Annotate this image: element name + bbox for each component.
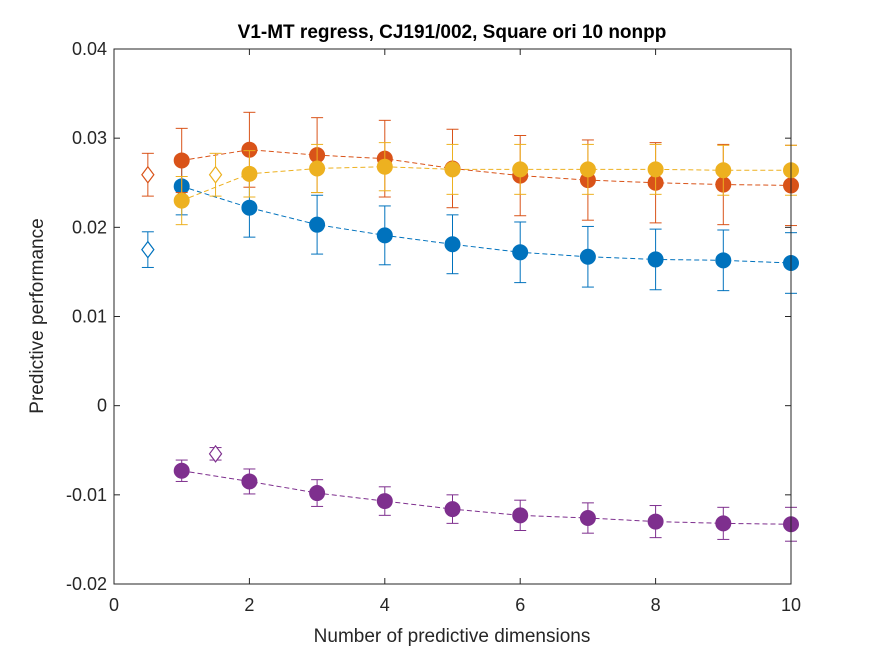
data-point-marker — [376, 227, 393, 244]
data-point-marker — [376, 493, 393, 510]
data-point-marker — [512, 507, 529, 524]
series-1 — [141, 157, 799, 294]
y-tick-label: 0.04 — [72, 39, 107, 59]
series-line — [181, 470, 792, 525]
full-model-diamond-marker — [141, 240, 155, 259]
y-tick-label: -0.01 — [66, 485, 107, 505]
y-tick-label: 0.03 — [72, 128, 107, 148]
data-point-marker — [241, 473, 258, 490]
full-model-diamond-marker — [141, 165, 155, 184]
full-model-diamond-marker — [208, 444, 223, 463]
data-point-marker — [376, 158, 393, 175]
data-point-marker — [241, 165, 258, 182]
data-point-marker — [715, 252, 732, 269]
data-point-marker — [647, 513, 664, 530]
series-4 — [173, 444, 799, 542]
data-point-marker — [173, 192, 190, 209]
data-point-marker — [173, 152, 190, 169]
series-line — [181, 149, 792, 186]
ticks-layer: 0 2 4 6 8 10 -0.02 -0.01 0 0.01 0.02 0.03 0.04 — [66, 39, 801, 615]
y-tick-label: 0.01 — [72, 307, 107, 327]
data-point-marker — [241, 199, 258, 216]
series-line — [181, 185, 792, 264]
x-axis-label: Number of predictive dimensions — [314, 626, 591, 647]
data-point-marker — [309, 216, 326, 233]
data-point-marker — [715, 162, 732, 179]
series-line — [181, 166, 791, 202]
data-point-marker — [173, 462, 190, 479]
data-point-marker — [579, 161, 596, 178]
y-tick-label: -0.02 — [66, 574, 107, 594]
data-point-marker — [444, 161, 461, 178]
x-tick-label: 4 — [380, 595, 390, 615]
data-point-marker — [444, 501, 461, 518]
data-point-marker — [579, 510, 596, 527]
data-point-marker — [512, 161, 529, 178]
data-point-marker — [444, 236, 461, 253]
x-tick-label: 8 — [651, 595, 661, 615]
series-3 — [173, 142, 799, 226]
chart-title: V1-MT regress, CJ191/002, Square ori 10 … — [238, 22, 667, 43]
y-tick-label: 0.02 — [72, 217, 107, 237]
y-axis-label: Predictive performance — [27, 218, 48, 413]
x-tick-label: 2 — [244, 595, 254, 615]
data-point-marker — [512, 244, 529, 261]
data-point-marker — [715, 515, 732, 532]
series-layer — [141, 111, 799, 542]
data-point-marker — [309, 485, 326, 502]
x-tick-label: 10 — [781, 595, 801, 615]
data-point-marker — [647, 251, 664, 268]
full-model-diamond-marker — [208, 165, 223, 184]
data-point-marker — [647, 161, 664, 178]
data-point-marker — [309, 160, 326, 177]
y-tick-label: 0 — [97, 396, 107, 416]
x-tick-label: 6 — [515, 595, 525, 615]
data-point-marker — [579, 248, 596, 265]
x-tick-label: 0 — [109, 595, 119, 615]
